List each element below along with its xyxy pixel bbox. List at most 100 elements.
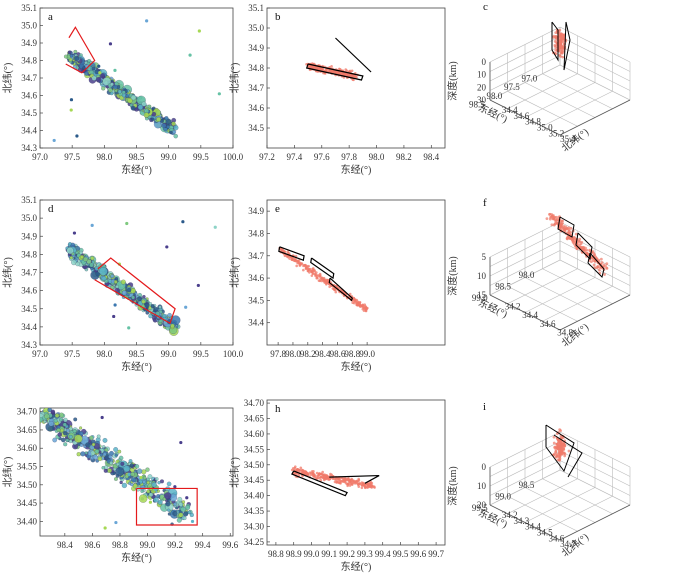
event-point [146, 489, 151, 494]
x-tick-label: 99.5 [193, 152, 209, 162]
y-tick-label: 34.45 [244, 475, 265, 485]
event-point [323, 281, 327, 284]
y-tick-label: 34.50 [17, 480, 38, 490]
event-point [562, 44, 565, 48]
event-point [110, 274, 115, 279]
y-tick-label: 34.7 [21, 73, 37, 83]
event-point [364, 485, 367, 489]
event-point [605, 267, 609, 270]
x-tick-label: 98.4 [315, 349, 331, 359]
event-point [84, 61, 88, 65]
event-point [356, 303, 359, 307]
event-point [369, 484, 373, 488]
x-axis-line [489, 294, 561, 331]
event-point [112, 314, 116, 319]
event-point [345, 478, 348, 482]
event-point [160, 479, 164, 484]
event-point [558, 34, 561, 38]
event-point [330, 64, 333, 68]
event-point [151, 482, 157, 488]
event-point [183, 511, 189, 517]
event-point [558, 457, 562, 461]
panel-i: 98.5 99.0 99.5 34.234.334.434.534.634.7 0 10 2… [446, 401, 631, 559]
event-point [100, 73, 105, 79]
x-tick-label: 97.8 [341, 152, 357, 162]
grid-line [542, 495, 613, 532]
fault-plane [335, 37, 372, 73]
event-point [338, 67, 342, 71]
event-point [68, 434, 73, 439]
event-point [170, 323, 175, 329]
event-point [89, 70, 94, 75]
y-tick-label: 34.9 [21, 38, 37, 48]
y-tick-label: 35.1 [21, 195, 37, 205]
z-tick-label: 10 [477, 70, 487, 80]
event-point [173, 485, 177, 489]
event-point [213, 225, 217, 229]
event-point [350, 478, 353, 482]
z-axis-label: 深度(km) [446, 256, 459, 295]
event-point [156, 494, 161, 498]
y-tick-label: 34.60 [17, 443, 38, 453]
event-point [143, 112, 150, 118]
event-point [558, 53, 562, 57]
y-tick-label: 34.35 [244, 506, 265, 516]
event-point [53, 418, 58, 423]
x-tick-label: 99.0 [472, 293, 488, 303]
event-point [128, 459, 133, 463]
z-tick-label: 10 [477, 481, 487, 491]
y-axis-label: 北纬(°) [1, 257, 14, 288]
event-point [130, 94, 137, 101]
event-point [196, 283, 200, 288]
fault-plane [278, 246, 305, 262]
x-tick-label: 99.7 [428, 549, 444, 559]
event-point [584, 246, 587, 250]
event-point [101, 276, 107, 281]
y-tick-label: 34.6 [21, 286, 37, 296]
y-tick-label: 34.40 [244, 491, 265, 501]
event-point [559, 429, 563, 432]
event-point [121, 90, 126, 95]
event-point [136, 481, 141, 486]
event-point [101, 86, 106, 91]
event-point [131, 295, 136, 300]
panel-label: a [48, 11, 53, 23]
event-point [113, 84, 118, 90]
x-axis-label: 东经(°) [476, 296, 509, 321]
event-point [88, 452, 92, 456]
event-point [302, 268, 305, 272]
x-tick-label: 99.0 [161, 349, 177, 359]
event-point [162, 313, 167, 319]
event-point [141, 299, 146, 304]
event-point [560, 447, 564, 451]
event-point [553, 452, 557, 456]
event-point [83, 256, 88, 262]
event-point [66, 428, 70, 433]
z-axis-label: 深度(km) [446, 61, 459, 100]
x-tick-label: 97.4 [287, 152, 303, 162]
event-point [580, 240, 584, 244]
selection-box [65, 26, 96, 74]
event-point [144, 303, 150, 308]
fault-plane [557, 216, 575, 238]
x-tick-label: 98.6 [85, 540, 101, 550]
event-point [158, 305, 162, 309]
event-point [165, 118, 172, 125]
event-point [316, 67, 320, 70]
z-tick-label: 20 [477, 82, 487, 92]
event-point [179, 440, 183, 445]
y-tick-label: 34.6 [21, 91, 37, 101]
event-point [127, 326, 131, 330]
event-point [545, 217, 549, 221]
event-point [109, 451, 114, 456]
event-point [110, 82, 114, 87]
event-point [344, 73, 348, 77]
event-point [578, 240, 581, 244]
event-point [287, 251, 290, 255]
event-point [158, 319, 163, 323]
x-tick-label: 97.0 [32, 152, 48, 162]
event-point [300, 469, 304, 473]
event-point [549, 215, 552, 219]
event-point [107, 468, 112, 473]
